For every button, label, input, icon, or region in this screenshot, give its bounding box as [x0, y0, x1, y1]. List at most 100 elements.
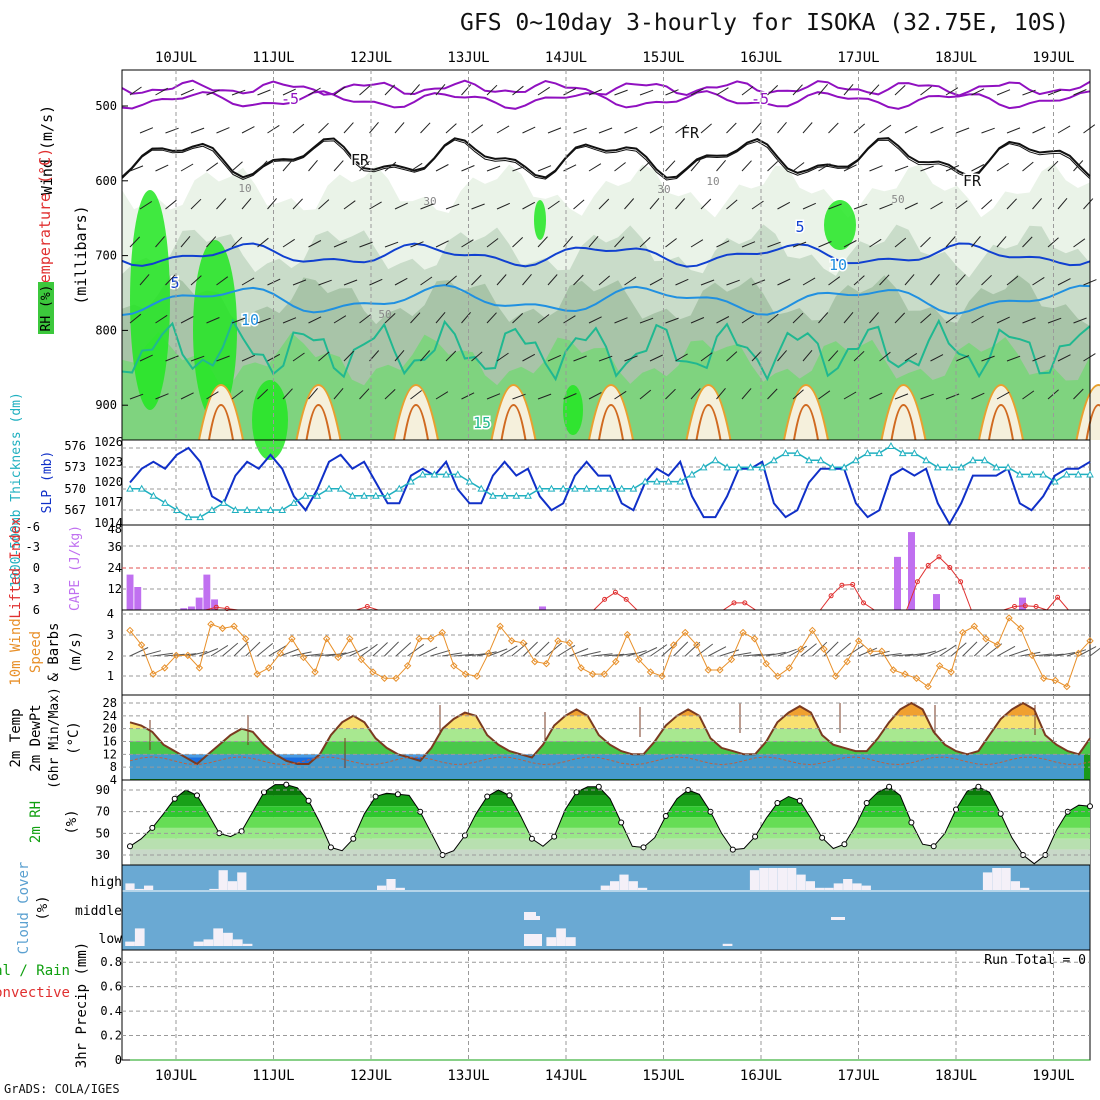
thickness-point [828, 463, 837, 471]
wind-barb-10m [499, 645, 518, 657]
wind-barb [904, 125, 918, 134]
label-2m-dewpt: 2m DewPt [28, 704, 44, 771]
wind-barb [292, 123, 305, 134]
wind-barb [920, 393, 934, 400]
isotherm-10 [121, 284, 1091, 316]
wind-barb-10m [164, 653, 185, 657]
thickness-point [465, 477, 474, 485]
wind-barb-10m [1089, 647, 1100, 657]
wind-barb [930, 126, 944, 134]
rh-tick: 50 [96, 826, 110, 840]
wind-barb [818, 163, 831, 172]
wind-barb [639, 317, 654, 324]
label-millibars: (millibars) [72, 205, 90, 304]
cape-tick: 48 [108, 522, 122, 536]
pressure-tick: 700 [95, 249, 117, 263]
thickness-point [887, 441, 895, 449]
rh-contour-label: 50 [378, 308, 391, 321]
cloud-high-bar [1001, 868, 1011, 890]
date-label-top: 16JUL [740, 50, 782, 66]
isotherm-warm [685, 384, 732, 441]
wind-barb [1006, 198, 1017, 210]
wind-barb-10m [927, 647, 947, 657]
lifted-index-point [1033, 604, 1039, 609]
cloud-high-bar [227, 881, 238, 890]
wind-barb-10m [789, 645, 807, 657]
isotherm-minus5-upper [121, 79, 1091, 97]
dewpoint-line [129, 756, 1091, 766]
wind-barb [547, 274, 558, 286]
wind-barb [537, 165, 552, 172]
isotherm-15 [121, 318, 1091, 382]
rh-contour-label: 10 [238, 182, 251, 195]
wind-speed-line [129, 617, 1091, 688]
wind-speed-point [959, 628, 967, 637]
wind-barb [971, 392, 985, 400]
wind-barb [216, 276, 229, 286]
thickness-point [442, 470, 450, 478]
wind-barb [308, 240, 322, 248]
thickness-point [606, 484, 614, 492]
wind-barb-10m [684, 641, 701, 657]
wind-barb [1083, 353, 1096, 362]
label-wind: Wind (m/s) [38, 105, 56, 195]
wind-barb [894, 85, 906, 96]
thickness-point [723, 463, 731, 471]
wind-barb-10m [939, 644, 957, 657]
wind-barb [665, 388, 676, 400]
cloud-mid-bar [530, 916, 540, 920]
wind-barb [537, 314, 550, 324]
wind-barb [573, 274, 584, 286]
wind-barb [512, 393, 526, 400]
rh-point [886, 783, 893, 790]
wind-barb [767, 85, 779, 96]
thickness-point [1051, 477, 1059, 485]
wind-barb [410, 241, 424, 248]
wind-barb-10m [569, 648, 589, 657]
wind-barb [649, 197, 660, 210]
wind-barb [930, 354, 944, 362]
cloud-high-bar [218, 870, 228, 890]
wind-speed-point [681, 628, 689, 637]
wind-barb [206, 162, 219, 172]
wind-speed-point [577, 664, 585, 672]
thickness-point [652, 477, 661, 485]
wind-barb [1006, 127, 1021, 134]
thickness-point [805, 456, 813, 464]
wind-barb [996, 89, 1011, 96]
lifted-index-point [958, 579, 964, 585]
wind-barb [955, 355, 970, 362]
slp-line [129, 446, 1091, 527]
wind-speed-point [531, 657, 539, 666]
cape-bar [203, 574, 211, 610]
wind-barb-10m [338, 649, 358, 657]
wind-barb [1073, 89, 1087, 96]
date-label-bottom: 18JUL [935, 1068, 977, 1084]
temp-tick: 16 [103, 735, 117, 749]
wind-speed-point [149, 670, 157, 678]
thickness-point [922, 456, 930, 464]
wind-barb [573, 199, 585, 210]
wind-speed-point [889, 666, 898, 674]
wind-barb [981, 355, 995, 362]
wind-barb [180, 316, 194, 324]
date-label-bottom: 16JUL [740, 1068, 782, 1084]
li-tick: 3 [33, 582, 40, 596]
temp-tick: 8 [110, 760, 117, 774]
cloud-high-bar [1010, 881, 1020, 890]
temp-line [129, 701, 1091, 766]
cape-bar [933, 594, 940, 610]
wind-barb [624, 126, 638, 134]
thickness-point [770, 456, 778, 464]
wind-barb-10m [881, 653, 902, 657]
wind-barb [282, 88, 296, 96]
wind-barb [614, 162, 626, 172]
wind-barb [1032, 276, 1045, 286]
label-total-rain: Total / Rain [0, 963, 70, 979]
wind-barb [231, 317, 246, 324]
wind-barb [257, 89, 271, 96]
label-minmax: (6hr Min/Max) [47, 687, 62, 789]
pressure-tick: 800 [95, 323, 117, 337]
wind-barb [726, 199, 738, 210]
wind-barb [996, 162, 1009, 172]
